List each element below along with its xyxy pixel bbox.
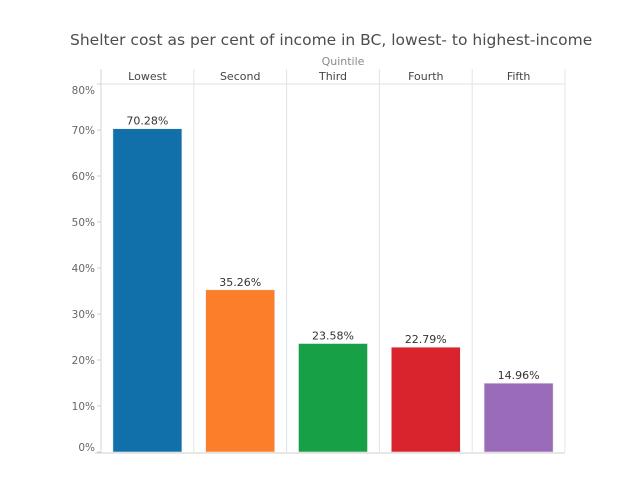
y-tick-label: 40% (72, 263, 95, 275)
y-tick-label: 20% (72, 355, 95, 367)
bar-third (298, 343, 368, 453)
category-label: Fourth (408, 70, 443, 83)
data-label: 23.58% (312, 330, 354, 343)
y-tick-label: 0% (78, 442, 95, 454)
bar-lowest (112, 128, 183, 453)
y-tick-label: 30% (72, 309, 95, 321)
category-label: Fifth (507, 70, 531, 83)
y-tick-label: 60% (72, 171, 95, 183)
data-label: 14.96% (498, 369, 540, 382)
y-tick-label: 70% (72, 125, 95, 137)
y-tick-label: 50% (72, 217, 95, 229)
bar-second (205, 289, 275, 453)
y-tick-label: 10% (72, 401, 95, 413)
bar-fourth (390, 346, 461, 453)
bar-fifth (483, 382, 554, 453)
y-tick-label: 80% (72, 85, 95, 97)
data-label: 35.26% (219, 276, 261, 289)
category-label: Lowest (128, 70, 167, 83)
category-label: Third (318, 70, 347, 83)
category-label: Second (220, 70, 260, 83)
column-header-title: Quintile (322, 55, 365, 68)
chart-title: Shelter cost as per cent of income in BC… (70, 31, 593, 49)
data-label: 22.79% (405, 333, 447, 346)
data-label: 70.28% (126, 115, 168, 128)
